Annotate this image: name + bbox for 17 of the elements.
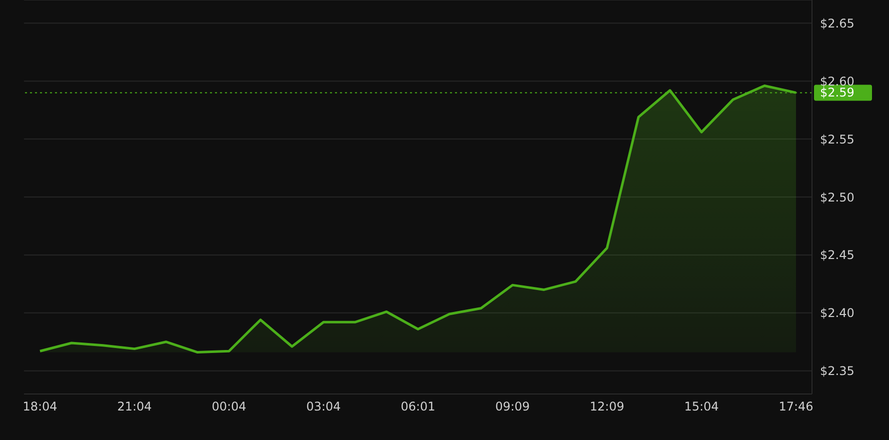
y-tick-label: $2.45	[820, 248, 854, 262]
y-tick-label: $2.50	[820, 190, 854, 204]
ref-line-label: $2.59	[820, 86, 854, 100]
x-tick-label: 00:04	[212, 400, 246, 414]
y-tick-label: $2.55	[820, 132, 854, 146]
x-tick-label: 03:04	[306, 400, 341, 414]
x-tick-label: 09:09	[495, 400, 530, 414]
x-tick-label: 21:04	[117, 400, 152, 414]
y-tick-label: $2.35	[820, 364, 854, 378]
x-tick-label: 18:04	[22, 400, 58, 414]
y-tick-label: $2.40	[820, 306, 854, 320]
x-tick-label: 17:46	[778, 400, 814, 414]
x-tick-label: 12:09	[590, 400, 624, 414]
y-tick-label: $2.65	[820, 16, 854, 30]
y-tick-label: $2.60	[820, 74, 854, 88]
x-tick-label: 15:04	[684, 400, 719, 414]
x-tick-label: 06:01	[400, 400, 436, 414]
